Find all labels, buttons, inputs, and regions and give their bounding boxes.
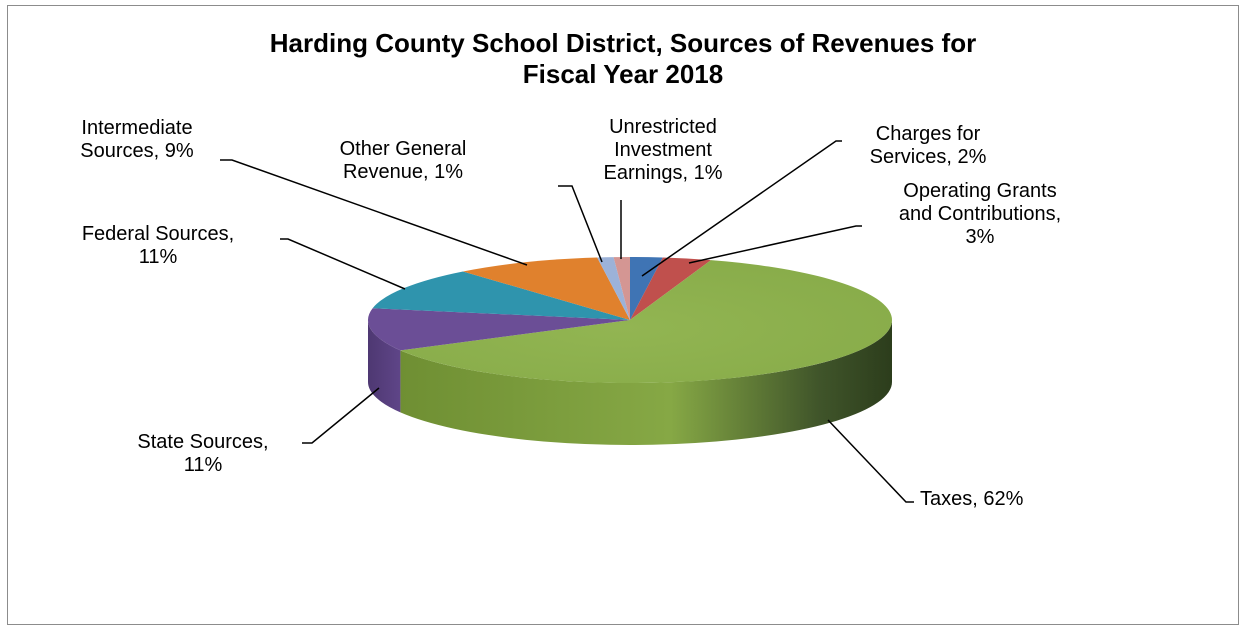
slice-side-taxes	[400, 320, 892, 445]
data-label-charges-for-services: Charges for Services, 2%	[870, 123, 987, 168]
leader-line-intermediate-sources	[220, 159, 528, 266]
chart-title-line-1: Harding County School District, Sources …	[269, 28, 977, 58]
data-label-state-sources: State Sources, 11%	[137, 431, 268, 476]
leader-line-federal-sources	[280, 238, 406, 290]
slice-taxes	[400, 260, 892, 383]
leader-line-state-sources	[302, 387, 380, 444]
leader-line-taxes	[827, 419, 914, 503]
slice-side-state-sources	[368, 320, 401, 413]
data-label-unrestricted-investment-earnings: Unrestricted Investment Earnings, 1%	[604, 116, 723, 184]
slice-state-sources	[368, 308, 630, 351]
data-label-operating-grants-and-contributions: Operating Grants and Contributions, 3%	[899, 180, 1061, 248]
leader-line-charges-for-services	[641, 140, 842, 277]
data-label-federal-sources: Federal Sources, 11%	[82, 223, 234, 268]
slice-operating-grants-and-contributions	[630, 257, 711, 320]
slice-charges-for-services	[630, 257, 663, 320]
leader-line-other-general-revenue	[558, 185, 603, 263]
slice-other-general-revenue	[597, 257, 630, 320]
data-label-taxes: Taxes, 62%	[920, 488, 1024, 510]
slice-intermediate-sources	[462, 257, 630, 320]
chart-title-line-2: Fiscal Year 2018	[522, 59, 724, 89]
slice-unrestricted-investment-earnings	[613, 257, 630, 320]
leader-line-operating-grants-and-contributions	[688, 225, 862, 264]
slice-federal-sources	[372, 271, 630, 320]
data-label-other-general-revenue: Other General Revenue, 1%	[340, 138, 467, 183]
chart-title: Harding County School District, Sources …	[7, 28, 1239, 90]
data-label-intermediate-sources: Intermediate Sources, 9%	[80, 117, 194, 162]
